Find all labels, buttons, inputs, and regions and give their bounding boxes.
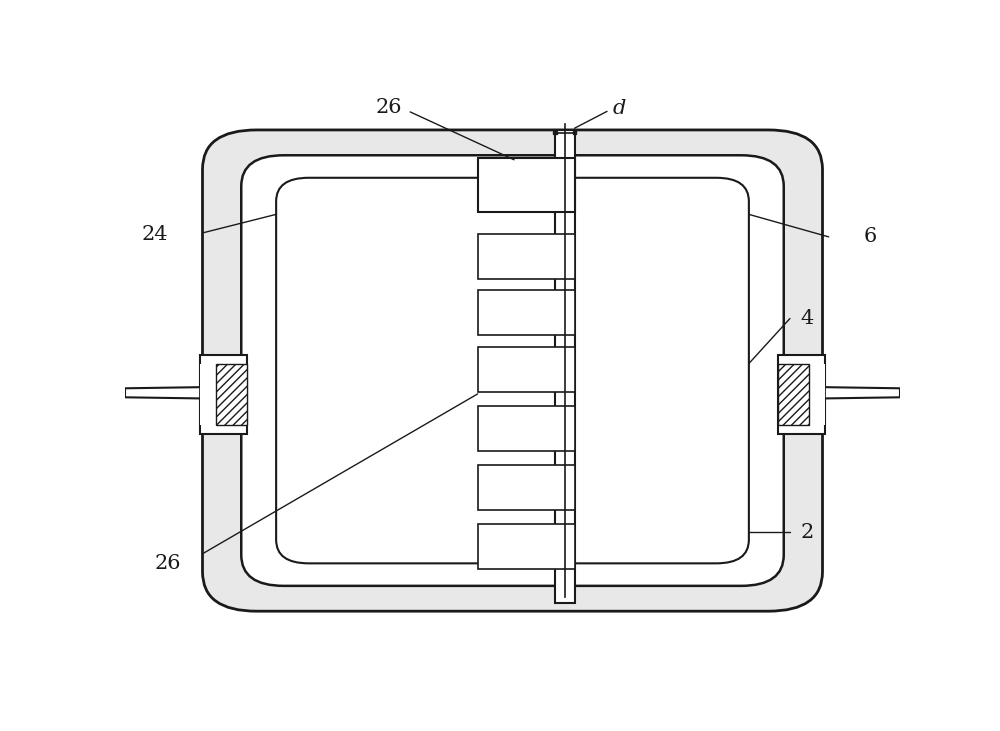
- Bar: [553, 132, 557, 135]
- Bar: [478, 465, 574, 510]
- Bar: [200, 355, 247, 434]
- Bar: [778, 355, 825, 434]
- Bar: [809, 363, 825, 425]
- Bar: [478, 406, 574, 451]
- Text: 2: 2: [800, 523, 814, 542]
- Bar: [200, 363, 216, 425]
- Text: d: d: [613, 99, 626, 118]
- FancyBboxPatch shape: [202, 130, 822, 611]
- Bar: [216, 363, 247, 425]
- Bar: [573, 132, 576, 135]
- Text: 4: 4: [800, 309, 814, 328]
- FancyBboxPatch shape: [241, 155, 784, 586]
- Bar: [478, 290, 574, 336]
- Bar: [478, 158, 574, 211]
- Bar: [478, 346, 574, 392]
- Bar: [478, 234, 574, 279]
- FancyBboxPatch shape: [276, 178, 749, 564]
- Polygon shape: [825, 387, 900, 398]
- Bar: [778, 363, 809, 425]
- Text: 6: 6: [864, 227, 877, 246]
- Text: 24: 24: [141, 224, 168, 243]
- Bar: [478, 524, 574, 569]
- Polygon shape: [125, 387, 200, 398]
- Text: 26: 26: [154, 554, 181, 573]
- Bar: [555, 130, 574, 603]
- Text: 26: 26: [375, 98, 402, 117]
